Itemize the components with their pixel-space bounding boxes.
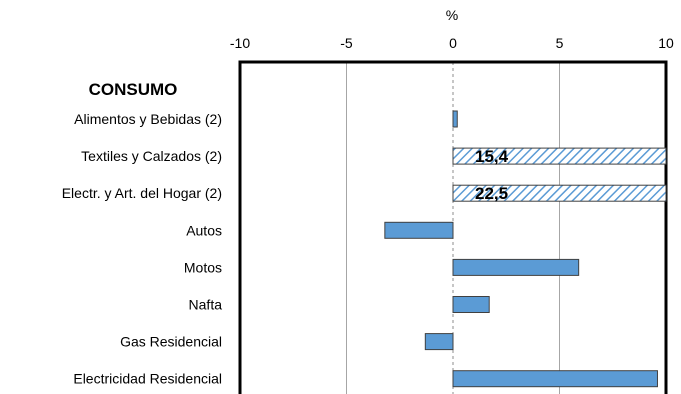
bar — [424, 333, 454, 351]
category-labels: Alimentos y Bebidas (2) Textiles y Calzad… — [62, 111, 223, 387]
x-tick-label: -10 — [230, 35, 250, 51]
bar — [384, 221, 454, 239]
bar — [452, 258, 580, 276]
category-label: Textiles y Calzados (2) — [81, 148, 222, 164]
bar — [452, 110, 458, 128]
group-label: CONSUMO — [89, 80, 178, 99]
category-label: Electricidad Residencial — [73, 371, 222, 387]
unit-label: % — [446, 7, 458, 23]
x-axis-ticks: -10 -5 0 5 10 — [230, 35, 674, 51]
x-tick-label: 5 — [556, 35, 564, 51]
bars — [384, 110, 667, 388]
category-label: Autos — [186, 222, 222, 238]
bar — [452, 296, 490, 313]
data-labels: 15,4 22,5 — [475, 147, 509, 203]
category-label: Motos — [184, 259, 222, 275]
category-label: Nafta — [189, 297, 223, 313]
bar — [452, 370, 658, 388]
x-tick-label: 0 — [449, 35, 457, 51]
data-label: 15,4 — [475, 147, 509, 166]
x-tick-label: -5 — [340, 35, 353, 51]
x-tick-label: 10 — [658, 35, 674, 51]
plot-frame — [238, 60, 668, 394]
category-label: Electr. y Art. del Hogar (2) — [62, 185, 222, 201]
bar — [452, 184, 667, 202]
category-label: Alimentos y Bebidas (2) — [74, 111, 222, 127]
category-label: Gas Residencial — [120, 334, 222, 350]
data-label: 22,5 — [475, 184, 508, 203]
bar — [452, 147, 667, 165]
